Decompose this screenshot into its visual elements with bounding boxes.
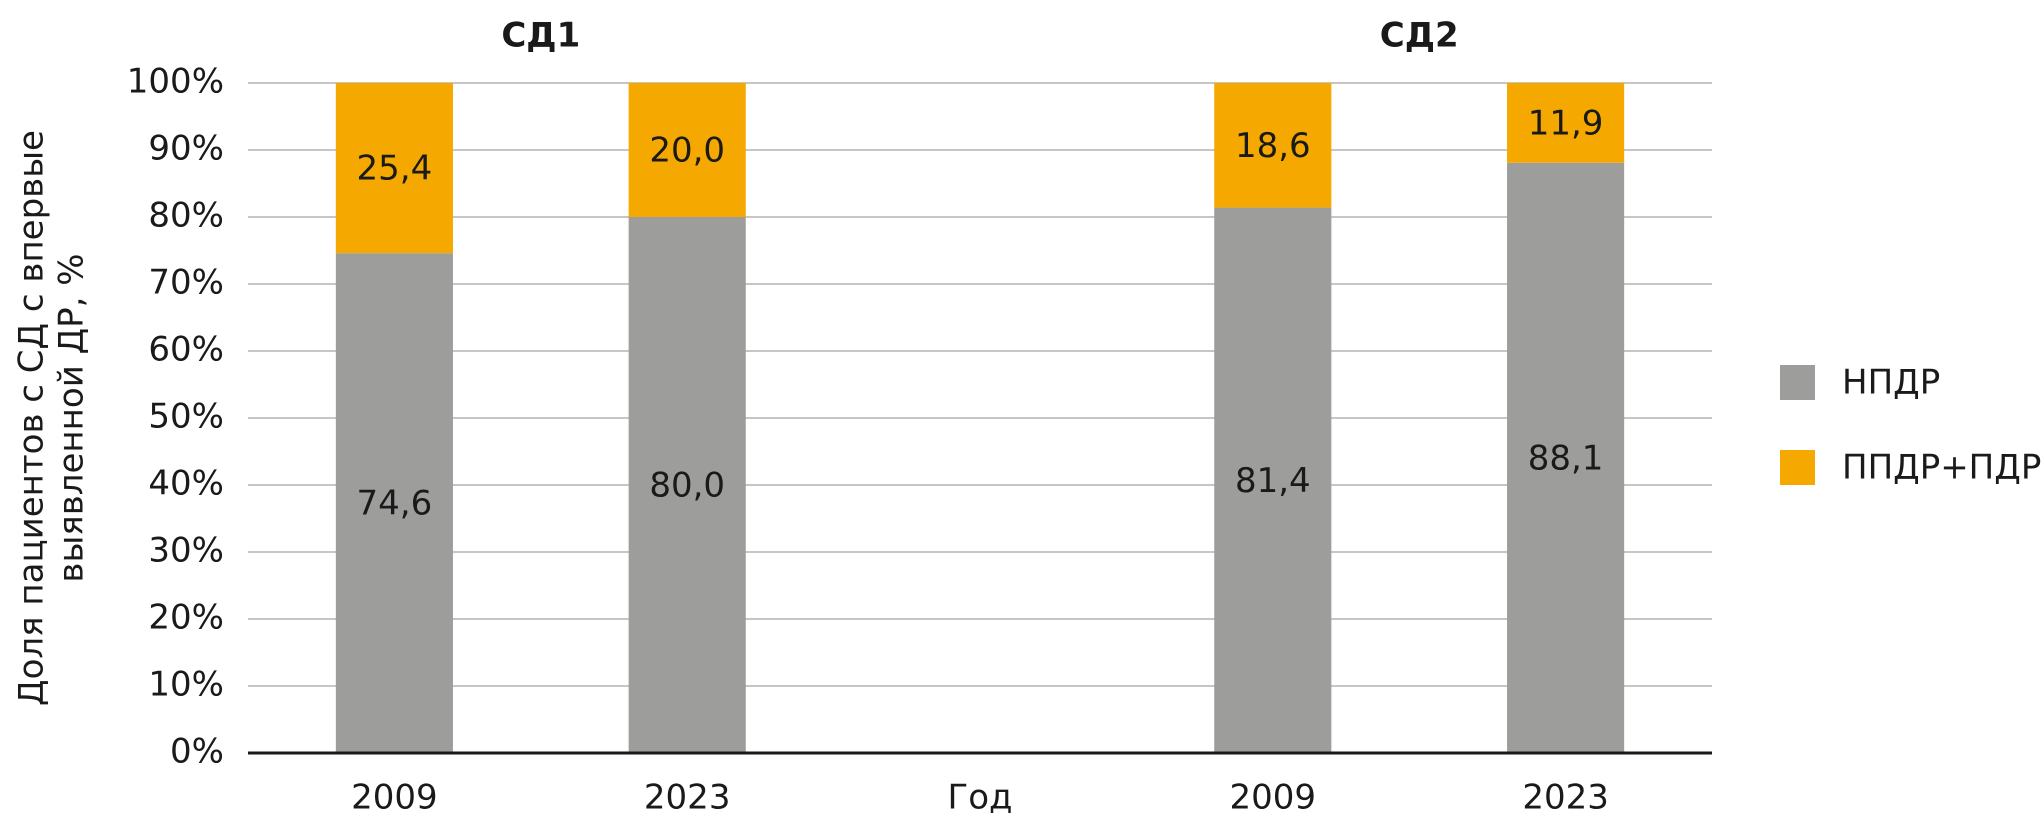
x-tick-label: 2009 — [351, 778, 438, 818]
y-tick-label: 0% — [170, 732, 224, 772]
legend-label: НПДР — [1842, 363, 1940, 403]
bar-segment — [1507, 162, 1625, 754]
bar-segment — [1214, 207, 1332, 753]
bar-segment — [628, 83, 746, 217]
bar-segment — [335, 83, 453, 254]
x-tick-label: 2023 — [644, 778, 731, 818]
value-label: 11,9 — [1528, 103, 1604, 143]
legend-label: ППДР+ПДР — [1842, 448, 2041, 488]
bar-segment — [1507, 83, 1625, 163]
value-label: 88,1 — [1528, 438, 1604, 478]
y-tick-label: 100% — [127, 62, 224, 102]
legend-swatch — [1780, 450, 1815, 485]
y-tick-label: 90% — [148, 129, 224, 169]
value-label: 20,0 — [649, 131, 725, 171]
y-tick-label: 30% — [148, 531, 224, 571]
y-tick-label: 20% — [148, 598, 224, 638]
value-label: 25,4 — [357, 149, 433, 189]
group-title: СД2 — [1380, 16, 1459, 56]
value-label: 80,0 — [649, 466, 725, 506]
y-tick-label: 80% — [148, 196, 224, 236]
legend-swatch — [1780, 365, 1815, 400]
group-title: СД1 — [501, 16, 580, 56]
value-label: 81,4 — [1235, 461, 1311, 501]
x-tick-label: 2023 — [1522, 778, 1609, 818]
y-tick-label: 70% — [148, 263, 224, 303]
bar-segment — [628, 217, 746, 753]
x-axis-label: Год — [947, 778, 1012, 818]
y-axis-label: выявленной ДР, % — [52, 253, 92, 582]
value-label: 74,6 — [357, 484, 433, 524]
y-tick-label: 10% — [148, 665, 224, 705]
y-axis-label: Доля пациентов с СД с впервые — [12, 130, 52, 706]
value-label: 18,6 — [1235, 126, 1311, 166]
y-tick-label: 60% — [148, 330, 224, 370]
bar-segment — [335, 253, 453, 753]
bar-segment — [1214, 83, 1332, 208]
y-tick-label: 50% — [148, 397, 224, 437]
y-tick-label: 40% — [148, 464, 224, 504]
x-tick-label: 2009 — [1230, 778, 1317, 818]
